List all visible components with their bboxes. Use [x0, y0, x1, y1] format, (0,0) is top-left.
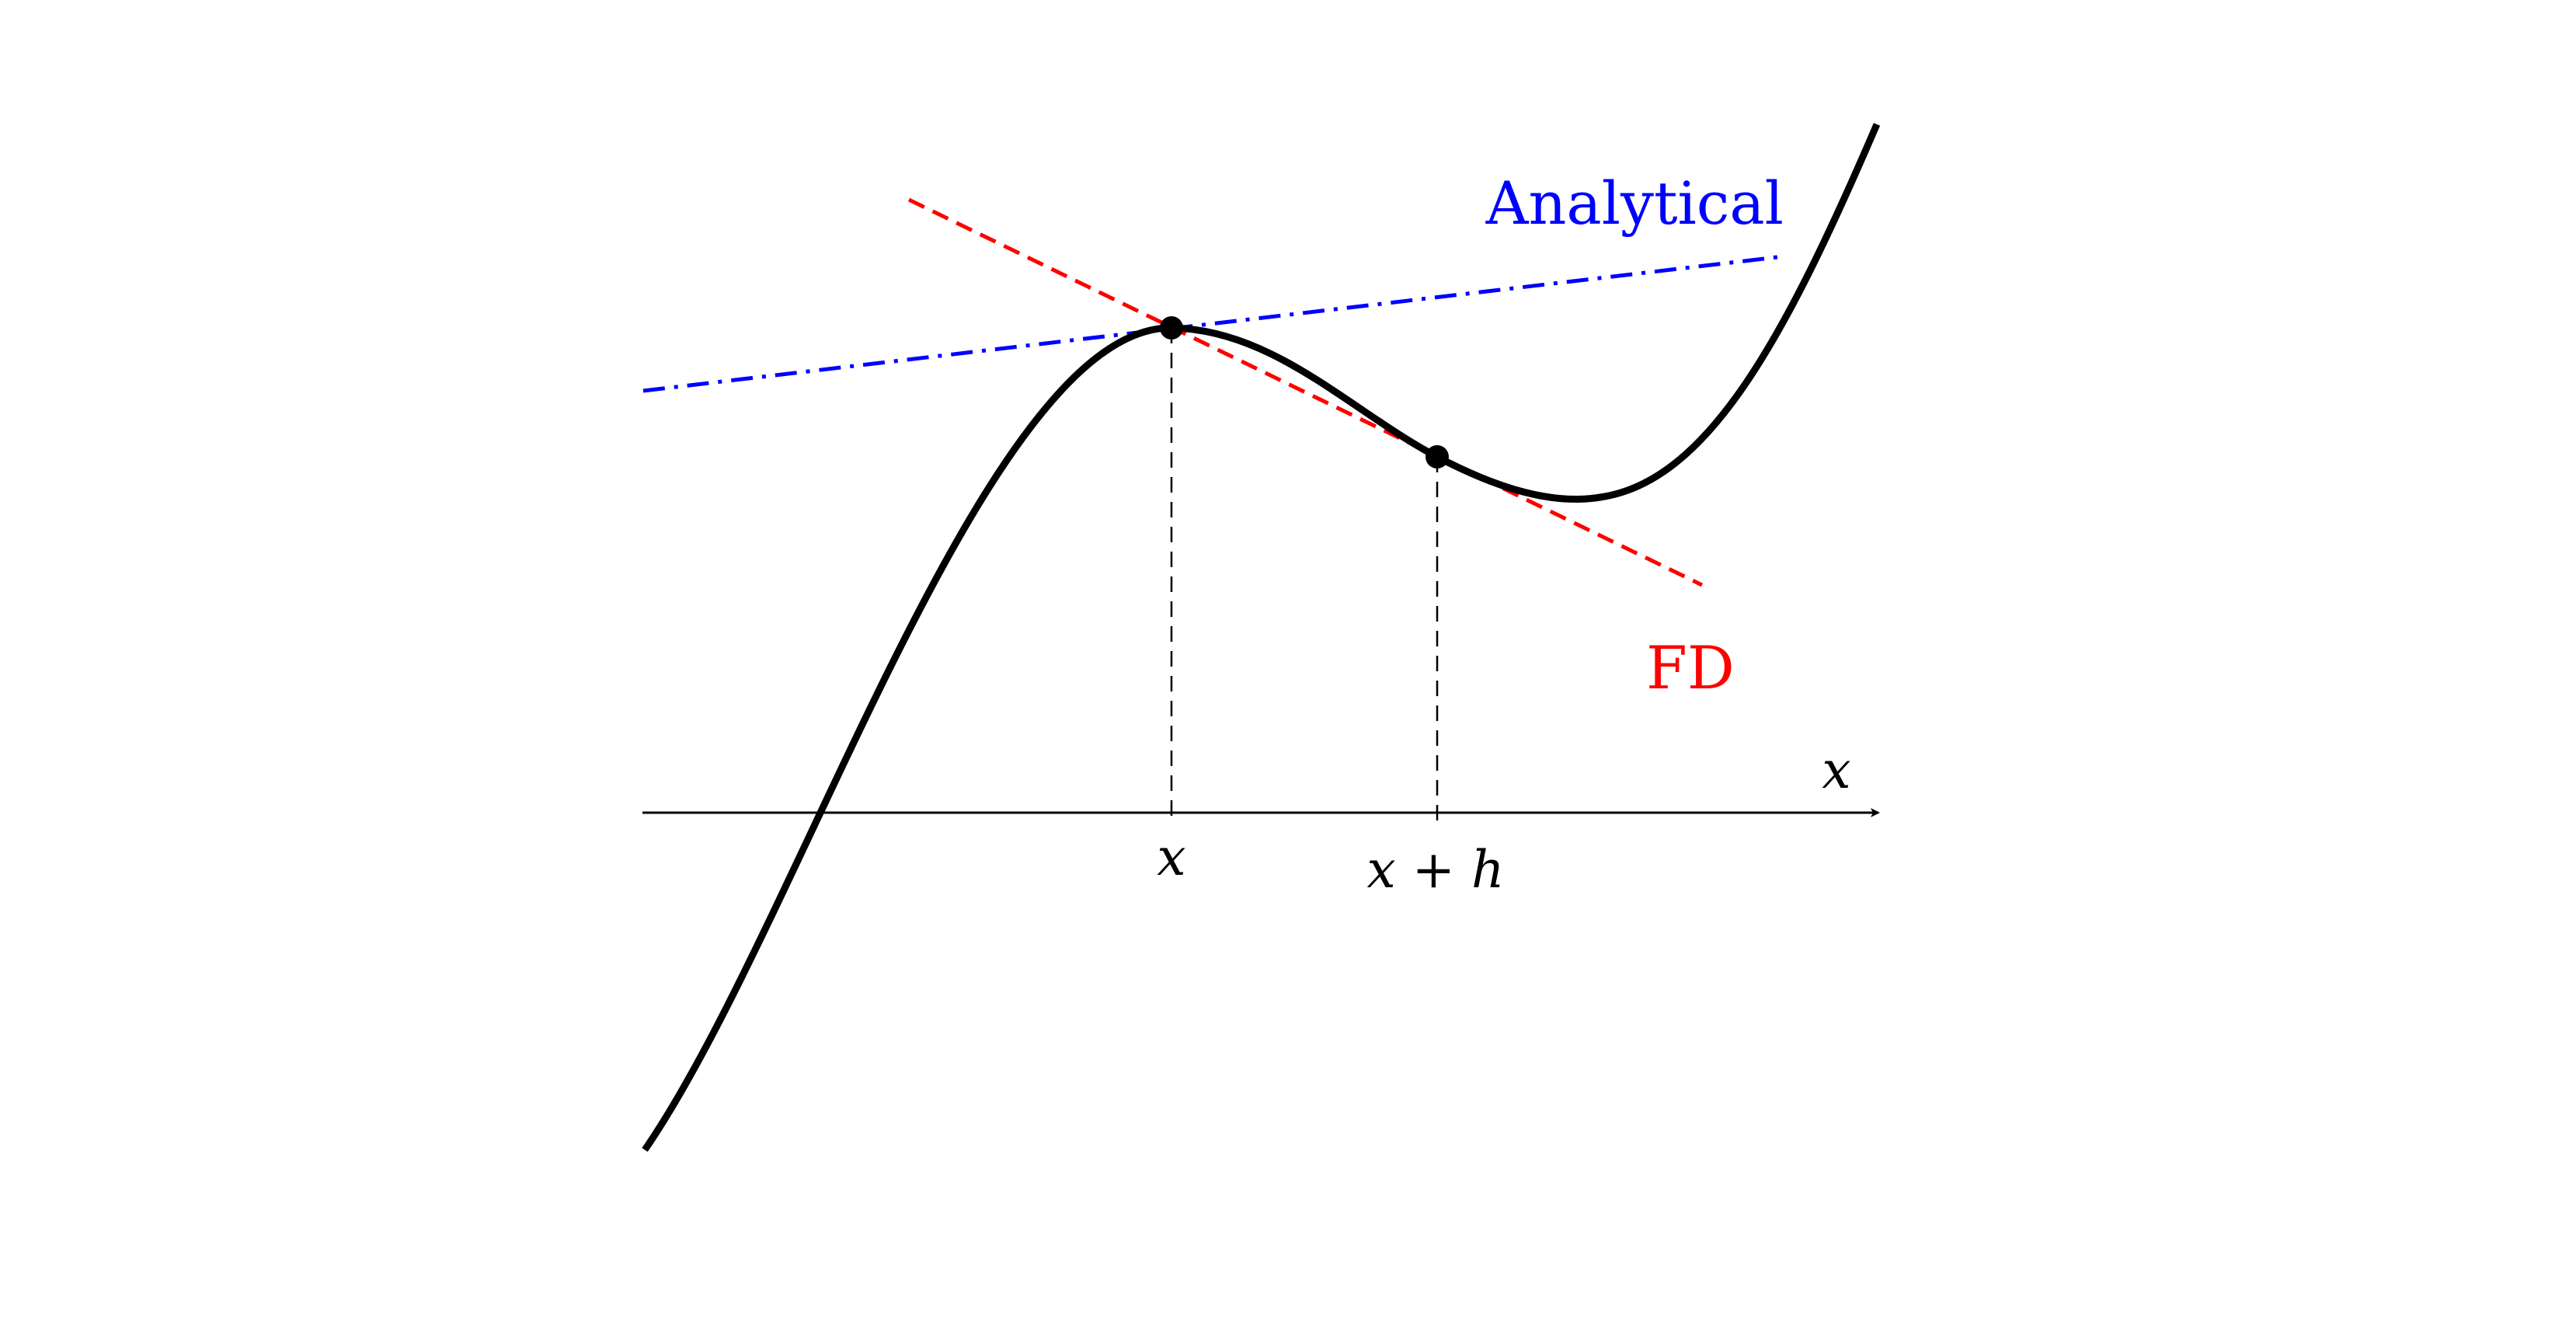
analytical-tangent-line [642, 254, 1784, 393]
analytical-label: Analytical [1485, 169, 1784, 238]
tick-label-x-plus-h: x + h [1367, 840, 1505, 900]
axis-x-label: x [1822, 740, 1850, 800]
point-at-x-plus-h [1426, 445, 1449, 468]
tick-label-x: x [1157, 827, 1185, 887]
fd-secant-line [907, 197, 1704, 587]
point-at-x [1160, 316, 1183, 340]
function-curve [642, 123, 1881, 1152]
fd-label: FD [1646, 633, 1735, 702]
